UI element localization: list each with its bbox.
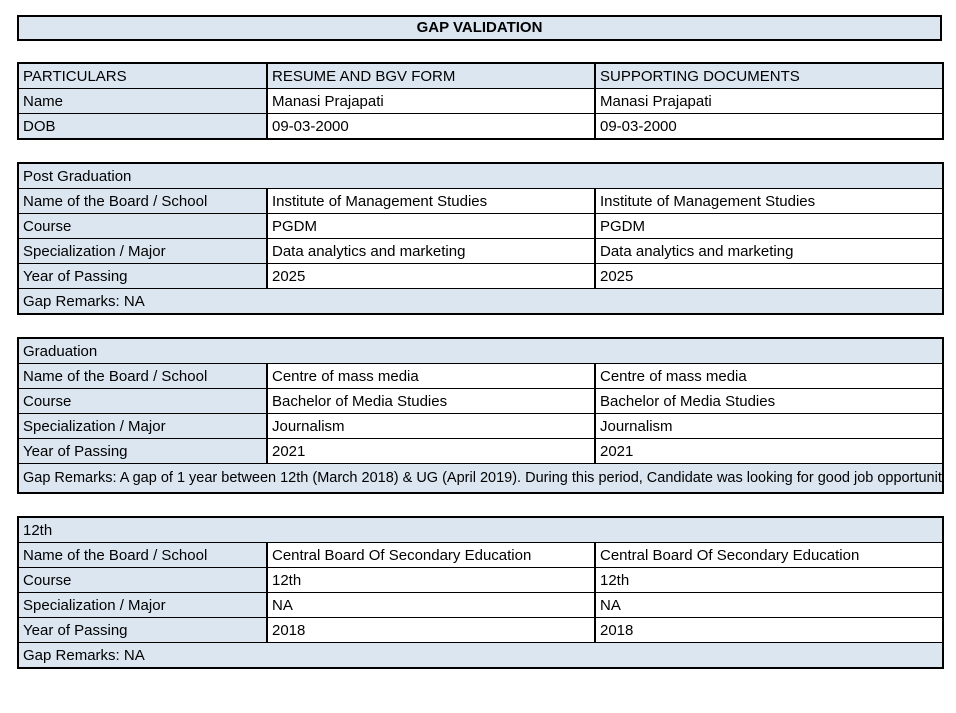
section-title-cell: Post Graduation (17, 162, 944, 189)
row-label-cell: Course (17, 213, 268, 239)
row-label-cell: Year of Passing (17, 438, 268, 464)
resume-value-cell: 09-03-2000 (266, 113, 596, 140)
table-header-row: PARTICULARS RESUME AND BGV FORM SUPPORTI… (17, 62, 944, 89)
table-row: DOB 09-03-2000 09-03-2000 (17, 113, 944, 140)
row-label-cell: Name (17, 88, 268, 114)
table-row: Specialization / Major Data analytics an… (17, 238, 944, 264)
section-table-post-graduation: Post Graduation Name of the Board / Scho… (17, 162, 944, 315)
resume-value-cell: NA (266, 592, 596, 618)
row-label-cell: Specialization / Major (17, 238, 268, 264)
supporting-value-cell: Data analytics and marketing (594, 238, 944, 264)
table-row: Course PGDM PGDM (17, 213, 944, 239)
supporting-value-cell: Institute of Management Studies (594, 188, 944, 214)
row-label-cell: Year of Passing (17, 617, 268, 643)
supporting-value-cell: Manasi Prajapati (594, 88, 944, 114)
row-label-cell: Year of Passing (17, 263, 268, 289)
table-row: Course 12th 12th (17, 567, 945, 593)
section-header-row: 12th (16, 516, 945, 543)
supporting-value-cell: NA (593, 592, 945, 618)
table-row: Name of the Board / School Centre of mas… (17, 363, 945, 389)
table-row: Specialization / Major Journalism Journa… (17, 413, 945, 439)
section-header-row: Post Graduation (17, 162, 944, 189)
section-header-row: Graduation (16, 337, 945, 364)
resume-value-cell: Bachelor of Media Studies (266, 388, 596, 414)
resume-value-cell: 2025 (266, 263, 596, 289)
column-header-resume: RESUME AND BGV FORM (266, 62, 596, 89)
resume-value-cell: Central Board Of Secondary Education (266, 542, 596, 568)
supporting-value-cell: 2025 (594, 263, 944, 289)
table-row: Year of Passing 2025 2025 (17, 263, 944, 289)
supporting-value-cell: 09-03-2000 (594, 113, 944, 140)
row-label-cell: DOB (17, 113, 268, 140)
resume-value-cell: PGDM (266, 213, 596, 239)
table-row: Year of Passing 2021 2021 (17, 438, 945, 464)
gap-remarks-row: Gap Remarks: NA (16, 642, 945, 669)
table-row: Year of Passing 2018 2018 (17, 617, 945, 643)
resume-value-cell: Data analytics and marketing (266, 238, 596, 264)
row-label-cell: Name of the Board / School (17, 542, 268, 568)
document-title: GAP VALIDATION (17, 15, 942, 41)
supporting-value-cell: 12th (593, 567, 945, 593)
supporting-value-cell: Bachelor of Media Studies (593, 388, 945, 414)
gap-remarks-row: Gap Remarks: A gap of 1 year between 12t… (16, 463, 945, 494)
resume-value-cell: 2018 (266, 617, 596, 643)
table-row: Name of the Board / School Central Board… (17, 542, 945, 568)
supporting-value-cell: Centre of mass media (593, 363, 945, 389)
row-label-cell: Specialization / Major (17, 592, 268, 618)
resume-value-cell: Manasi Prajapati (266, 88, 596, 114)
table-row: Name of the Board / School Institute of … (17, 188, 944, 214)
row-label-cell: Course (17, 388, 268, 414)
supporting-value-cell: 2018 (593, 617, 945, 643)
row-label-cell: Name of the Board / School (17, 188, 268, 214)
resume-value-cell: Institute of Management Studies (266, 188, 596, 214)
resume-value-cell: 12th (266, 567, 596, 593)
row-label-cell: Course (17, 567, 268, 593)
column-header-particulars: PARTICULARS (17, 62, 268, 89)
section-title-cell: 12th (16, 516, 945, 543)
particulars-table: PARTICULARS RESUME AND BGV FORM SUPPORTI… (17, 62, 944, 140)
supporting-value-cell: PGDM (594, 213, 944, 239)
row-label-cell: Specialization / Major (17, 413, 268, 439)
gap-remarks-cell: Gap Remarks: NA (16, 642, 945, 669)
section-table-graduation: Graduation Name of the Board / School Ce… (16, 337, 945, 494)
section-title-cell: Graduation (16, 337, 945, 364)
table-row: Specialization / Major NA NA (17, 592, 945, 618)
row-label-cell: Name of the Board / School (17, 363, 268, 389)
resume-value-cell: Centre of mass media (266, 363, 596, 389)
gap-remarks-cell: Gap Remarks: NA (17, 288, 944, 315)
supporting-value-cell: Central Board Of Secondary Education (593, 542, 945, 568)
resume-value-cell: 2021 (266, 438, 596, 464)
resume-value-cell: Journalism (266, 413, 596, 439)
column-header-supporting: SUPPORTING DOCUMENTS (594, 62, 944, 89)
gap-remarks-cell: Gap Remarks: A gap of 1 year between 12t… (16, 463, 945, 494)
supporting-value-cell: 2021 (593, 438, 945, 464)
table-row: Name Manasi Prajapati Manasi Prajapati (17, 88, 944, 114)
gap-remarks-row: Gap Remarks: NA (17, 288, 944, 315)
section-table-12th: 12th Name of the Board / School Central … (16, 516, 945, 669)
supporting-value-cell: Journalism (593, 413, 945, 439)
table-row: Course Bachelor of Media Studies Bachelo… (17, 388, 945, 414)
